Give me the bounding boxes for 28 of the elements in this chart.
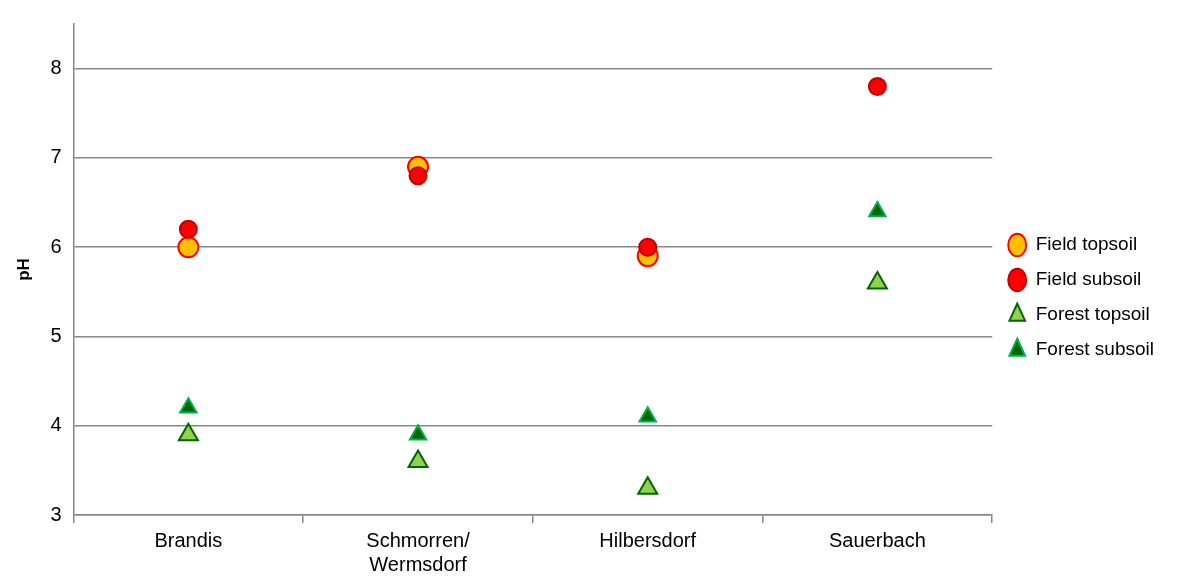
- x-tick-label: Brandis: [154, 528, 223, 551]
- point: [638, 237, 658, 257]
- y-tick-label: 8: [50, 56, 62, 79]
- legend-label: Forest subsoil: [1035, 338, 1155, 360]
- y-tick-label: 5: [50, 323, 62, 346]
- point: [637, 476, 659, 495]
- y-axis-title: pH: [13, 258, 33, 281]
- y-tick-label: 3: [50, 502, 62, 525]
- point: [177, 236, 200, 259]
- point: [408, 424, 428, 441]
- x-tick-label: Schmorren/Wermsdorf: [366, 528, 471, 575]
- point: [177, 422, 199, 442]
- point: [867, 76, 887, 96]
- point: [408, 166, 428, 186]
- point: [178, 219, 198, 239]
- point: [407, 449, 429, 468]
- legend-label: Field topsoil: [1035, 233, 1138, 255]
- y-tick-label: 4: [50, 413, 62, 436]
- point: [866, 270, 888, 290]
- point: [638, 406, 657, 423]
- legend-label: Field subsoil: [1035, 268, 1142, 290]
- y-tick-label: 7: [50, 145, 62, 168]
- point: [179, 397, 198, 414]
- point: [868, 200, 887, 218]
- x-tick-label: Hilbersdorf: [599, 528, 697, 551]
- legend-label: Forest topsoil: [1035, 303, 1150, 325]
- y-tick-label: 6: [50, 234, 62, 257]
- x-tick-label: Sauerbach: [829, 528, 926, 551]
